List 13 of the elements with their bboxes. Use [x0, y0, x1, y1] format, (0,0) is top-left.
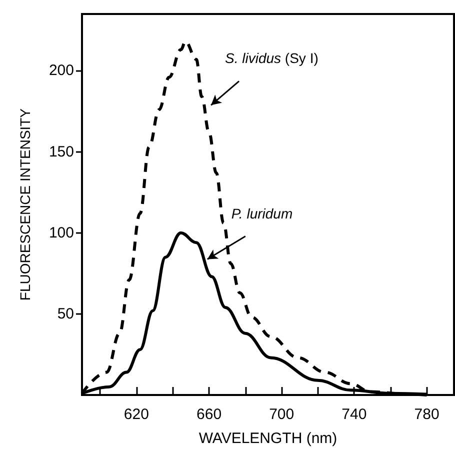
annotation: P. luridum — [231, 205, 293, 222]
x-tick-label: 660 — [196, 406, 222, 423]
x-tick-label: 740 — [342, 406, 367, 423]
x-tick-label: 620 — [124, 406, 149, 423]
x-axis-title: WAVELENGTH (nm) — [198, 430, 338, 447]
annotation: S. lividus (Sy I) — [225, 50, 318, 66]
x-tick-label: 780 — [414, 406, 440, 423]
y-tick-label: 50 — [57, 305, 74, 322]
y-tick-label: 150 — [48, 143, 74, 160]
y-axis-title: FLUORESCENCE INTENSITY — [17, 108, 33, 301]
x-tick-label: 700 — [269, 406, 294, 423]
y-tick-label: 200 — [48, 62, 74, 80]
y-tick-label: 100 — [48, 224, 74, 242]
